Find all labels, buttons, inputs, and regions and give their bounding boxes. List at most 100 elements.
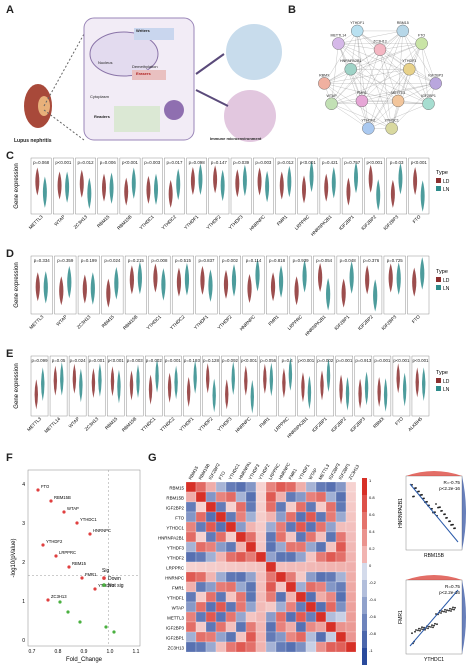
colorbar-segment — [362, 648, 367, 665]
violin-ld — [200, 265, 205, 295]
heatmap-cell — [255, 631, 267, 643]
heatmap-cell — [335, 581, 347, 593]
heatmap-cell — [315, 581, 327, 593]
point-label: WTAP — [67, 506, 79, 511]
heatmap-cell — [305, 511, 317, 523]
scatter-point — [448, 609, 450, 612]
facet-box — [364, 157, 385, 215]
network-edge — [421, 43, 429, 104]
scatter-point — [431, 507, 433, 510]
gene-tick-label: YTHDF1 — [178, 416, 194, 432]
violin-ln — [114, 267, 119, 300]
violin-ln — [67, 265, 72, 299]
violin-ln — [117, 369, 121, 404]
violin-ld — [396, 363, 400, 394]
heatmap-cell — [255, 611, 267, 623]
heatmap-cell — [225, 541, 237, 553]
network-node — [391, 94, 405, 108]
heatmap-cell — [295, 521, 307, 533]
scatter-point — [428, 625, 430, 628]
heatmap-cell — [285, 601, 297, 613]
gene-tick-label: RBM15B — [122, 314, 139, 331]
network-edge — [331, 103, 369, 129]
heatmap-cell — [215, 531, 227, 543]
network-node — [362, 122, 375, 135]
heatmap-cell — [225, 511, 237, 523]
network-edge — [357, 30, 436, 84]
legend-label-down: Down — [108, 576, 121, 582]
heatmap-cell — [275, 621, 287, 633]
violin-ld — [412, 267, 417, 297]
point-notsig — [112, 630, 116, 634]
heatmap-cell — [195, 551, 207, 563]
p-value-label: p=0.002 — [317, 358, 334, 363]
legend-label-ln: LN — [443, 187, 450, 193]
p-value-label: p=0.147 — [211, 160, 228, 165]
heatmap-cell — [295, 621, 307, 633]
p-value-label: p=0.05 — [52, 358, 66, 363]
heatmap-cell — [285, 491, 297, 503]
violin-ld — [368, 164, 373, 193]
violin-ln — [326, 278, 331, 311]
p-value-label: p<0.001 — [108, 358, 125, 363]
violin-ld — [413, 166, 418, 195]
violin-ld — [153, 263, 158, 293]
violin-ln — [220, 169, 225, 202]
heatmap-row-label: YTHDF1 — [167, 596, 185, 601]
stat-r: R=0.75 — [445, 584, 460, 589]
heatmap-cell — [185, 641, 197, 653]
p-value-label: p=0.098 — [189, 160, 206, 165]
facet-box — [230, 157, 252, 215]
violin-ld — [148, 374, 153, 405]
heatmap-cell — [255, 521, 267, 533]
scatter-point — [418, 627, 420, 630]
scatter-point — [435, 503, 437, 505]
violin-ld — [72, 363, 77, 394]
x-tick-label: 0.9 — [81, 649, 88, 655]
p-value-label: p=0.002 — [222, 258, 239, 263]
network-edge — [331, 103, 392, 129]
scatter-point — [453, 608, 455, 611]
violin-ld — [263, 363, 267, 394]
heatmap-cell — [345, 621, 357, 633]
y-axis-label: Gene expression — [14, 363, 20, 408]
network-edge — [421, 43, 436, 84]
facet-box — [408, 157, 430, 215]
heatmap-cell — [315, 531, 327, 543]
p-value-label: p=0.001 — [336, 358, 353, 363]
facet-box — [354, 355, 373, 417]
heatmap-row-label: METTL3 — [167, 616, 184, 621]
x-tick-label: 1.1 — [133, 649, 140, 655]
violin-ln — [154, 173, 158, 206]
heatmap-cell — [305, 481, 317, 493]
heatmap-cell — [305, 501, 317, 513]
facet-box — [341, 157, 363, 215]
violin-ld — [91, 368, 96, 398]
violin-ld — [59, 276, 64, 306]
point-notsig — [78, 620, 82, 624]
heatmap-cell — [285, 641, 297, 653]
violin-ln — [269, 362, 274, 397]
heatmap-cell — [235, 601, 247, 613]
x-tick-label: 0.8 — [55, 649, 62, 655]
heatmap-cell — [315, 561, 327, 573]
facet-box — [202, 355, 220, 417]
violin-ln — [422, 367, 426, 401]
gene-tick-label: ZC3H13 — [84, 416, 100, 432]
heatmap-cell — [205, 521, 217, 533]
violin-ln — [326, 358, 331, 392]
heatmap-cell — [235, 551, 247, 563]
p-value-label: p=0.4 — [282, 358, 294, 363]
colorbar-segment — [362, 614, 367, 631]
y-tick-label: 4 — [22, 482, 25, 488]
heatmap-cell — [325, 621, 337, 633]
gene-tick-label: IGF2BP1 — [311, 416, 328, 433]
gene-tick-label: ZC3H13 — [73, 214, 89, 230]
panel-f-volcano: 0.7 0.8 0.9 1.0 1.1 0 1 2 3 4 Fold_Change -log10(pV… — [10, 462, 146, 666]
violin-ln — [373, 279, 378, 312]
heatmap-cell — [275, 551, 287, 563]
gene-tick-label: WTAP — [53, 214, 66, 227]
heatmap-cell — [255, 601, 267, 613]
heatmap-cell — [235, 541, 247, 553]
heatmap-cell — [325, 551, 337, 563]
